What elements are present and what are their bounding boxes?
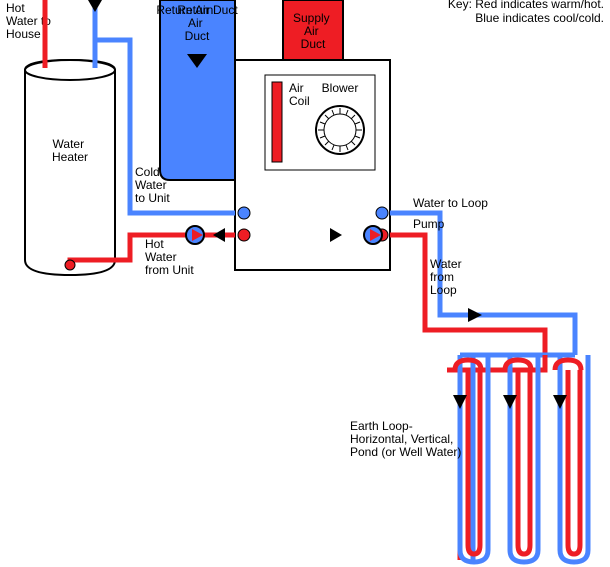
blower-label: Blower (322, 81, 359, 95)
water-from-loop-label: Water from Loop (430, 257, 465, 297)
water-heater-label: Water Heater (52, 137, 88, 164)
water-heater-top (25, 60, 115, 80)
air-coil-label: Air Coil (289, 81, 310, 108)
water-to-loop-label: Water to Loop (413, 196, 488, 210)
hot-water-from-unit-label: Hot Water from Unit (145, 237, 194, 277)
heater-bottom-port (65, 260, 75, 270)
to-loop-arrow (468, 308, 482, 322)
geothermal-diagram: Key: Red indicates warm/hot. Blue indica… (0, 0, 610, 567)
hot-port-left (238, 229, 250, 241)
air-coil (272, 82, 282, 162)
key-line1: Key: Red indicates warm/hot. (448, 0, 604, 11)
hot-from-unit-arrow (213, 228, 225, 242)
water-from-loop-pipe (390, 235, 545, 355)
pump-label: Pump (413, 217, 445, 231)
key-line2: Blue indicates cool/cold. (475, 11, 604, 25)
cold-port-right (376, 207, 388, 219)
cold-port-left (238, 207, 250, 219)
cold-into-heater-arrow (88, 0, 102, 12)
water-heater (25, 60, 115, 275)
earth-loop-label: Earth Loop- Horizontal, Vertical, Pond (… (350, 419, 461, 459)
